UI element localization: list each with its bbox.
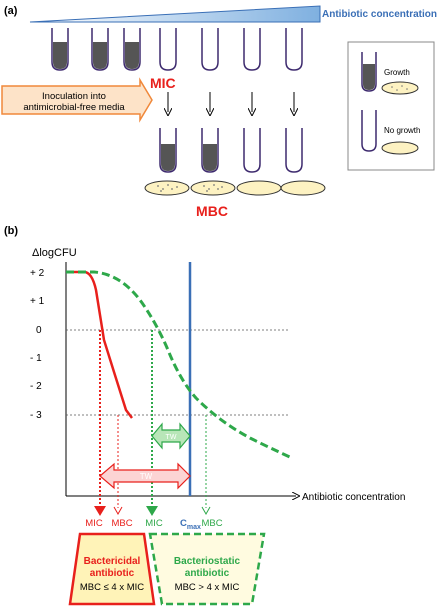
y-tick: - 3 — [30, 410, 42, 421]
plate-no-growth — [236, 180, 282, 196]
legend-growth-label: Growth — [384, 68, 410, 77]
plates — [144, 180, 326, 196]
plate-growth — [144, 180, 190, 196]
tube-clear — [159, 28, 177, 71]
tube-clear — [243, 28, 261, 71]
bactericidal-curve — [66, 270, 133, 419]
red-mic-label: MIC — [85, 518, 103, 529]
gradient-label: Antibiotic concentration — [322, 9, 437, 20]
bacteriostatic-curve — [66, 270, 293, 460]
mic-label-a: MIC — [150, 75, 176, 91]
y-tick: 0 — [36, 325, 42, 336]
down-arrows — [168, 92, 294, 112]
tube-clear — [285, 28, 303, 71]
panel-a-label: (a) — [4, 5, 18, 17]
tube-fill — [53, 42, 67, 69]
y-axis-title: ΔlogCFU — [32, 247, 77, 259]
tube-growth — [91, 28, 109, 71]
tube-fill — [203, 144, 217, 171]
bacteriostatic-rule: MBC > 4 x MIC — [175, 582, 240, 593]
tube-fill — [125, 42, 139, 69]
bactericidal-box — [68, 532, 156, 606]
concentration-gradient-wedge — [29, 5, 321, 23]
inoculation-text-1: Inoculation into — [42, 91, 106, 102]
green-mic-arrowhead — [146, 506, 158, 516]
red-tw-arrow — [99, 462, 191, 490]
red-mbc-label: MBC — [111, 518, 132, 529]
panel-b-label: (b) — [4, 225, 18, 237]
bactericidal-subtitle: antibiotic — [90, 568, 135, 579]
green-mbc-arrowhead — [201, 506, 211, 516]
tube-growth — [159, 128, 177, 173]
tube-clear — [201, 28, 219, 71]
y-tick: - 1 — [30, 353, 42, 364]
tube-growth — [201, 128, 219, 173]
x-axis-title: Antibiotic concentration — [302, 492, 405, 503]
legend-growth-plate-icon — [381, 81, 419, 95]
legend-no-growth-plate-icon — [381, 141, 419, 155]
tube-clear — [285, 128, 303, 173]
cmax-label: Cmax — [180, 518, 201, 531]
green-mic-label: MIC — [145, 518, 163, 529]
bactericidal-rule: MBC ≤ 4 x MIC — [80, 582, 144, 593]
tube-growth — [123, 28, 141, 71]
y-tick: - 2 — [30, 381, 42, 392]
plate-no-growth — [280, 180, 326, 196]
legend-no-growth-label: No growth — [384, 126, 420, 135]
y-ticks: + 2 + 1 0 - 1 - 2 - 3 — [30, 268, 45, 421]
mbc-label-a: MBC — [196, 203, 228, 219]
top-tube-row — [51, 28, 303, 71]
legend-no-growth-tube-icon — [361, 110, 377, 152]
red-mic-arrowhead — [94, 506, 106, 516]
bactericidal-title: Bactericidal — [84, 556, 141, 567]
legend-growth-tube-icon — [361, 52, 377, 92]
plate-growth — [190, 180, 236, 196]
red-tw-label: TW — [140, 472, 153, 481]
tube-fill — [93, 42, 107, 69]
colony-dots — [157, 184, 223, 192]
y-tick: + 1 — [30, 296, 45, 307]
bacteriostatic-title: Bacteriostatic — [174, 556, 241, 567]
tube-fill — [161, 144, 175, 171]
bottom-tube-row — [159, 128, 303, 173]
green-tw-arrow — [151, 422, 191, 450]
bacteriostatic-box — [148, 532, 266, 606]
y-tick: + 2 — [30, 268, 45, 279]
inoculation-text-2: antimicrobial-free media — [23, 102, 125, 113]
inoculation-arrow — [1, 77, 153, 123]
tube-growth — [51, 28, 69, 71]
green-tw-label: TW — [166, 434, 177, 441]
legend-box: Growth No growth — [347, 41, 435, 171]
green-mbc-label: MBC — [201, 518, 222, 529]
tube-clear — [243, 128, 261, 173]
red-mbc-arrowhead — [113, 506, 123, 516]
bacteriostatic-subtitle: antibiotic — [185, 568, 230, 579]
